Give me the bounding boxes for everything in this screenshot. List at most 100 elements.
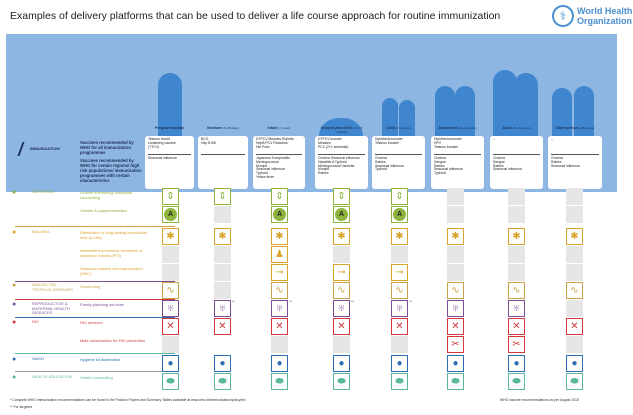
empty-cell bbox=[162, 246, 179, 263]
service-label: Family planning services bbox=[80, 302, 124, 307]
footnote-marker: ** bbox=[232, 299, 236, 304]
footnote-right: WHO vaccine recommendations as per Augus… bbox=[500, 398, 579, 402]
vaccines-some: Cholera Rabies Seasonal influenza Typhoi… bbox=[375, 156, 404, 172]
column-name: Adult bbox=[502, 126, 512, 130]
service-label: Hygiene kit distribution bbox=[80, 357, 121, 362]
section-divider bbox=[15, 353, 175, 354]
apple-icon: ● bbox=[12, 189, 17, 196]
empty-cell bbox=[508, 206, 525, 223]
vaccine-box: BCG Hep B BD bbox=[198, 136, 248, 189]
empty-cell bbox=[508, 188, 525, 205]
vitamin-a-icon: A bbox=[333, 206, 350, 223]
speech-bubble-icon: ⬬ bbox=[447, 373, 464, 390]
smc-icon: ⊸ bbox=[333, 264, 350, 281]
worm-icon: ∿ bbox=[271, 282, 288, 299]
ribbon-icon: ✕ bbox=[566, 318, 583, 335]
smc-icon: ⊸ bbox=[271, 264, 288, 281]
service-label: HIV services bbox=[80, 320, 103, 325]
empty-cell bbox=[214, 282, 231, 299]
bednet-icon: ✱ bbox=[162, 228, 179, 245]
footnote-1: * Complete WHO immunization recommendati… bbox=[10, 398, 247, 402]
empty-cell bbox=[566, 246, 583, 263]
vitamin-a-icon: A bbox=[162, 206, 179, 223]
immunization-label: IMMUNIZATION* bbox=[30, 146, 61, 151]
ribbon-icon: ✕ bbox=[162, 318, 179, 335]
speech-bubble-icon: ⬬ bbox=[333, 373, 350, 390]
empty-cell bbox=[447, 246, 464, 263]
hands-icon: ● bbox=[447, 355, 464, 372]
who-emblem-icon: ⚕ bbox=[552, 5, 574, 27]
circumcision-icon: ✂ bbox=[447, 336, 464, 353]
empty-cell bbox=[508, 264, 525, 281]
hands-icon: ● bbox=[214, 355, 231, 372]
vaccines-all: Diphtheria booster Tetanus booster bbox=[375, 137, 422, 155]
section-label: REPRODUCTIVE & MATERNAL HEALTH SERVICES bbox=[32, 301, 70, 316]
column-name: Adolescent bbox=[438, 126, 458, 130]
speech-bubble-icon: ⬬ bbox=[391, 373, 408, 390]
service-label: Deworming bbox=[80, 284, 101, 289]
uterus-icon: ♅ bbox=[271, 300, 288, 317]
section-label: WASH bbox=[32, 356, 44, 361]
worm-icon: ∿ bbox=[333, 282, 350, 299]
service-label: Health counselling bbox=[80, 375, 113, 380]
ipti-icon: ♟ bbox=[271, 246, 288, 263]
column-name: Pregnant woman bbox=[155, 126, 184, 130]
speech-bubble-icon: ⬬ bbox=[271, 373, 288, 390]
vaccines-some: Cholera Rabies Seasonal influenza bbox=[551, 156, 580, 168]
section-divider bbox=[15, 299, 175, 300]
ribbon-icon: ✕ bbox=[333, 318, 350, 335]
empty-cell bbox=[508, 246, 525, 263]
hands-icon: ● bbox=[391, 355, 408, 372]
section-label: HIV bbox=[32, 319, 39, 324]
service-label: Distribution of long-lasting insecticida… bbox=[80, 230, 147, 240]
logo-line-1: World Health bbox=[577, 6, 633, 16]
empty-cell bbox=[214, 206, 231, 223]
bednet-icon: ✱ bbox=[447, 228, 464, 245]
column-age: (0-28 days) bbox=[223, 126, 239, 130]
empty-cell bbox=[162, 336, 179, 353]
section-label: MALARIA bbox=[32, 229, 50, 234]
hands-icon: ● bbox=[566, 355, 583, 372]
vaccines-some: Seasonal influenza bbox=[148, 156, 177, 160]
vaccines-some: Japanese Encephalitis Meningococcal Mump… bbox=[256, 156, 290, 179]
growth-icon: ⇕ bbox=[162, 188, 179, 205]
bednet-icon: ✱ bbox=[214, 228, 231, 245]
empty-cell bbox=[333, 246, 350, 263]
empty-cell bbox=[447, 264, 464, 281]
worm-icon: ∿ bbox=[162, 282, 179, 299]
empty-cell bbox=[214, 246, 231, 263]
vitamin-a-icon: A bbox=[271, 206, 288, 223]
vitamin-a-icon: A bbox=[391, 206, 408, 223]
column-header-2: Infant (<1 year) bbox=[253, 126, 305, 135]
section-label: HEALTH EDUCATION bbox=[32, 374, 72, 379]
uterus-icon: ● bbox=[12, 301, 17, 308]
section-divider bbox=[15, 281, 175, 282]
growth-icon: ⇕ bbox=[391, 188, 408, 205]
column-age: (10-19 years) bbox=[458, 126, 477, 130]
growth-icon: ⇕ bbox=[333, 188, 350, 205]
growth-icon: ⇕ bbox=[271, 188, 288, 205]
empty-cell bbox=[391, 336, 408, 353]
empty-cell bbox=[566, 206, 583, 223]
speech-bubble-icon: ⬬ bbox=[214, 373, 231, 390]
vaccine-box: Diphtheria booster Tetanus booster Choler… bbox=[372, 136, 425, 189]
uterus-icon: ♅ bbox=[333, 300, 350, 317]
ribbon-icon: ✕ bbox=[447, 318, 464, 335]
empty-cell bbox=[391, 246, 408, 263]
empty-cell bbox=[447, 188, 464, 205]
uterus-icon: ♅ bbox=[391, 300, 408, 317]
bednet-icon: ✱ bbox=[566, 228, 583, 245]
speech-bubble-icon: ⬬ bbox=[566, 373, 583, 390]
column-age: (2-9 years) bbox=[396, 126, 411, 130]
worm-icon: ∿ bbox=[508, 282, 525, 299]
ribbon-icon: ● bbox=[12, 319, 17, 326]
vaccine-box: Diphtheria booster HPV Tetanus booster Ch… bbox=[431, 136, 484, 189]
vaccine-box: DTPCV Measles Rubella HepB PCV Rotavirus… bbox=[253, 136, 305, 189]
vaccines-all: Diphtheria booster HPV Tetanus booster bbox=[434, 137, 481, 155]
ribbon-icon: ✕ bbox=[271, 318, 288, 335]
page-title: Examples of delivery platforms that can … bbox=[10, 10, 501, 22]
service-label: Male circumcision for HIV prevention bbox=[80, 338, 146, 343]
bednet-icon: ✱ bbox=[508, 228, 525, 245]
hands-icon: ● bbox=[271, 355, 288, 372]
vaccines-some: Cholera Dengue Rabies Seasonal influenza bbox=[493, 156, 522, 172]
